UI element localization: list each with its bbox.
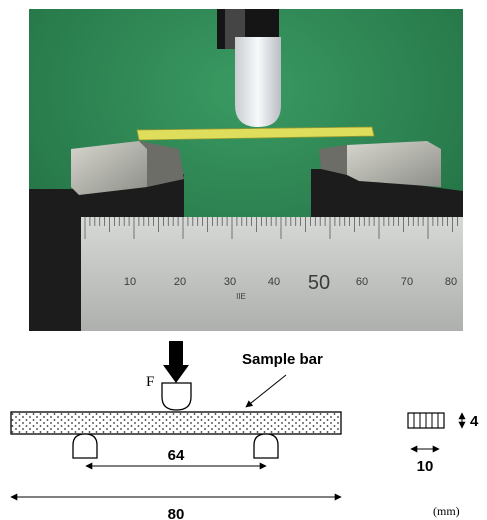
loading-nose-schematic [161,382,192,411]
sample-bar-schematic [10,411,342,435]
left-support-anvil [71,141,147,195]
ruler-number: 70 [401,276,413,288]
ruler-ticks [84,217,458,239]
right-support-side [319,145,347,175]
force-arrow [163,341,189,383]
ruler-number: 20 [174,276,186,288]
sample-bar-label: Sample bar [242,351,323,368]
test-setup-photo: 10 20 30 40 50 60 70 80 IIE [29,9,463,331]
ruler-number: 30 [224,276,236,288]
ruler-number: 80 [445,276,457,288]
ruler-mark: IIE [236,292,246,301]
ruler-number: 10 [124,276,136,288]
length-value: 80 [168,506,185,520]
steel-ruler [81,217,463,331]
cross-section [407,412,445,429]
span-value: 64 [168,447,185,464]
right-support-anvil [347,141,441,187]
left-support-schematic [72,433,98,459]
force-label: F [146,374,154,390]
unit-label: (mm) [433,504,460,518]
left-support-side [139,141,184,187]
ruler-numbers: 10 20 30 40 50 60 70 80 IIE [124,272,457,301]
ruler-number: 40 [268,276,280,288]
sample-bar-photo [136,126,375,141]
loading-nose [235,37,281,127]
right-support-schematic [253,433,279,459]
thickness-value: 4 [470,413,479,430]
ruler-number-large: 50 [308,272,330,294]
ruler-number: 60 [356,276,368,288]
test-setup-photo-drawing: 10 20 30 40 50 60 70 80 IIE [29,9,463,331]
width-value: 10 [417,458,434,475]
bending-schematic: F Sample bar 64 80 4 10 (mm) [10,341,479,520]
sample-bar-pointer [245,374,287,408]
